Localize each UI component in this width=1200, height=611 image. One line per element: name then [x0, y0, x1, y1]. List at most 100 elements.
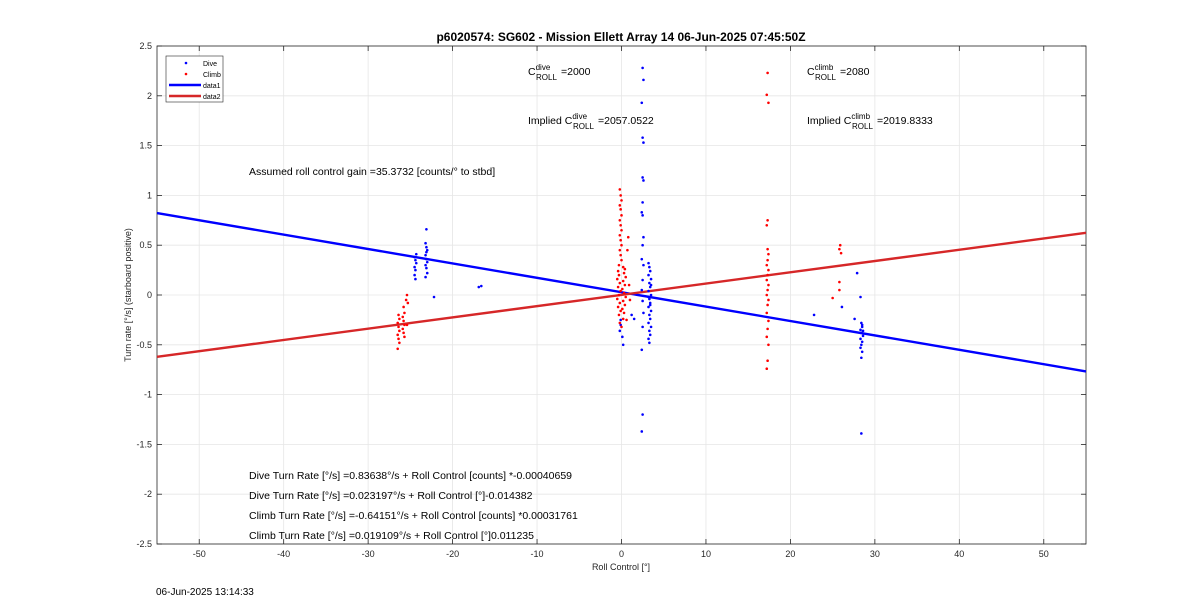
climb-point [622, 271, 626, 275]
dive-point [425, 257, 428, 261]
dive-point [425, 271, 429, 275]
dive-point [649, 325, 653, 329]
data-points [396, 66, 865, 435]
climb-point [618, 233, 622, 237]
dive-point [641, 66, 644, 70]
climb-point [765, 335, 769, 339]
climb-point [620, 243, 623, 247]
x-tick-label: -40 [277, 549, 290, 559]
dive-point [414, 261, 418, 265]
legend-data1-label: data1 [203, 83, 221, 90]
climb-point [766, 247, 769, 251]
climb-point [620, 325, 623, 329]
dive-point [414, 277, 417, 281]
dive-point [640, 257, 644, 261]
dive-point [859, 337, 862, 341]
fit-lines [156, 211, 1087, 373]
dive-point [647, 337, 650, 341]
climb-point [617, 273, 621, 277]
climb-point [626, 235, 630, 239]
dive-point [859, 328, 862, 332]
legend-climb-label: Climb [203, 72, 221, 79]
dive-point [860, 325, 864, 329]
x-axis-label: Roll Control [°] [592, 562, 650, 572]
climb-point [617, 293, 621, 297]
dive-point [641, 136, 644, 139]
climb-point [403, 323, 406, 327]
climb-point [838, 243, 842, 247]
dive-point [425, 266, 428, 270]
climb-point [401, 327, 405, 331]
climb-point [398, 329, 401, 333]
legend-box [165, 55, 224, 103]
legend: Dive Climb data1 data2 [165, 55, 224, 103]
dive-point [640, 101, 644, 105]
y-axis-label: Turn rate [°/s] (starboard positive) [123, 228, 133, 362]
y-tick-label: 1.5 [139, 141, 152, 151]
y-tick-label: 0.5 [139, 240, 152, 250]
climb-point [628, 298, 632, 302]
climb-point [838, 247, 841, 251]
legend-climb-marker [184, 72, 188, 76]
dive-point [860, 331, 863, 335]
climb-point [767, 283, 770, 287]
y-tick-label: 2.5 [139, 41, 152, 51]
y-tick-label: -1 [144, 390, 152, 400]
y-tick-label: -0.5 [136, 340, 152, 350]
dive-point [413, 273, 416, 277]
dive-point [413, 265, 416, 269]
dive-point [648, 317, 652, 321]
x-tick-label: 20 [785, 549, 795, 559]
x-tick-label: -20 [446, 549, 459, 559]
dive-point [648, 269, 652, 273]
dive-point [855, 271, 859, 275]
climb-point [397, 325, 400, 329]
climb-point [767, 343, 770, 347]
y-tick-label: -2 [144, 489, 152, 499]
implied-c-roll-dive-annotation: Implied Cdive ROLL =2057.0522 [528, 112, 654, 131]
climb-point [618, 321, 622, 325]
dive-point [860, 350, 864, 354]
climb-point [397, 313, 400, 317]
dive-point [632, 317, 636, 321]
y-tick-label: -2.5 [136, 539, 152, 549]
climb-point [766, 288, 769, 292]
c-roll-dive-annotation: Cdive ROLL =2000 [528, 63, 591, 82]
dive-point [812, 313, 816, 317]
climb-point [619, 309, 622, 313]
climb-point [402, 331, 405, 335]
climb-point [621, 307, 624, 311]
fit-line-data1 [156, 211, 1087, 373]
climb-point [620, 228, 623, 232]
climb-point [618, 301, 622, 305]
climb-eq-degrees: Climb Turn Rate [°/s] =0.019109°/s + Rol… [249, 530, 534, 542]
climb-point [619, 289, 622, 293]
dive-point [647, 289, 650, 293]
x-tick-label: 10 [701, 549, 711, 559]
climb-point [617, 263, 621, 267]
x-tick-label: 40 [954, 549, 964, 559]
dive-point [619, 318, 622, 322]
climb-point [396, 347, 399, 351]
climb-point [405, 323, 409, 327]
climb-point [616, 305, 620, 309]
dive-point [647, 295, 650, 299]
dive-point [642, 263, 645, 267]
footer-timestamp: 06-Jun-2025 13:14:33 [156, 587, 254, 598]
climb-point [405, 293, 409, 297]
dive-point [630, 313, 633, 317]
climb-point [397, 337, 400, 341]
climb-point [623, 267, 627, 271]
dive-point [413, 255, 416, 259]
climb-point [403, 311, 406, 315]
dive-point [840, 305, 844, 309]
climb-point [616, 269, 620, 273]
dive-point [860, 356, 863, 360]
dive-point [648, 301, 652, 305]
legend-data2-label: data2 [203, 94, 221, 101]
dive-point [425, 260, 429, 264]
y-tick-label: 0 [147, 290, 152, 300]
climb-point [766, 71, 769, 75]
dive-point [425, 250, 428, 254]
climb-point [766, 327, 769, 331]
